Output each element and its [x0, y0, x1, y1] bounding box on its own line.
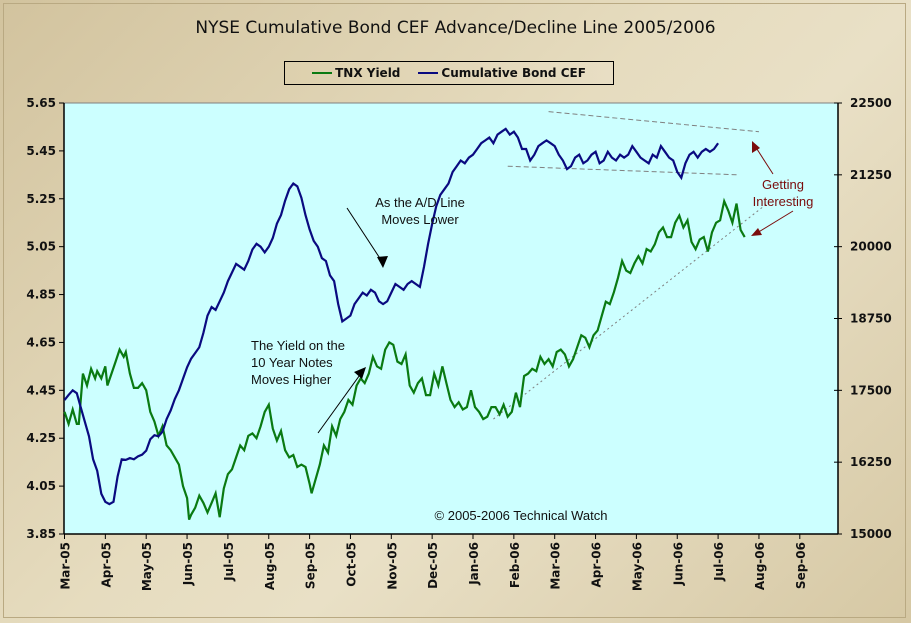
trendline-cumulative-bond-cef [548, 111, 759, 133]
right-axis-tick-label: 15000 [850, 527, 892, 541]
x-axis-tick-label: Aug-06 [753, 542, 767, 590]
annotation-yield-line-1: The Yield on the [251, 338, 345, 353]
annotation-getting-interesting-arrowhead-upper [752, 141, 760, 153]
trendlines [493, 111, 768, 420]
right-axis-tick-label: 22500 [850, 96, 892, 110]
x-axis-tick-label: Mar-06 [549, 542, 563, 590]
x-axis-tick-label: Jan-06 [467, 542, 481, 586]
annotation-getting-interesting-arrow-upper [754, 145, 774, 175]
right-axis-ticks: 22500 21250 20000 18750 17500 16250 15000 [834, 96, 892, 541]
right-axis-tick-label: 20000 [850, 240, 892, 254]
annotation-ad-line-arrowhead [377, 256, 388, 268]
x-axis-tick-label: Jul-06 [712, 542, 726, 582]
annotation-yield-line-2: 10 Year Notes [251, 355, 333, 370]
annotation-getting-interesting-line-1: Getting [762, 177, 804, 192]
annotation-getting-interesting-arrow-lower [756, 210, 794, 234]
legend-swatch-tnx-yield [312, 72, 333, 74]
x-axis-tick-label: Jun-06 [671, 542, 685, 586]
series-line-tnx-yield [63, 197, 746, 521]
left-axis-tick-label: 4.65 [26, 335, 56, 349]
trendline-cumulative-bond-cef [507, 165, 739, 176]
x-axis-tick-label: Mar-05 [59, 542, 73, 590]
right-axis-tick-label: 17500 [850, 383, 892, 397]
left-axis-tick-label: 4.05 [26, 479, 56, 493]
x-axis-tick-label: Aug-05 [263, 542, 277, 590]
x-axis-tick-label: Apr-06 [590, 542, 604, 587]
x-axis-tick-label: Nov-05 [385, 542, 399, 590]
x-axis-tick-label: Apr-05 [99, 542, 113, 587]
legend-swatch-cumulative-bond-cef [418, 72, 439, 74]
left-axis-tick-label: 5.25 [26, 192, 56, 206]
series-line-cumulative-bond-cef [63, 127, 719, 506]
annotation-ad-line-arrow [346, 207, 384, 264]
annotation-ad-line-line-2: Moves Lower [381, 212, 459, 227]
left-axis-tick-label: 4.45 [26, 383, 56, 397]
left-axis-tick-label: 5.45 [26, 144, 56, 158]
left-axis-tick-label: 4.85 [26, 288, 56, 302]
series-group [63, 127, 746, 521]
right-axis-tick-label: 21250 [850, 168, 892, 182]
right-axis-tick-label: 18750 [850, 312, 892, 326]
legend-label-cumulative-bond-cef: Cumulative Bond CEF [441, 66, 586, 80]
x-axis-tick-label: Dec-05 [426, 542, 440, 589]
left-axis-tick-label: 4.25 [26, 431, 56, 445]
annotation-yield-arrowhead [354, 367, 366, 379]
x-axis-ticks: Mar-05 Apr-05 May-05 Jun-05 Jul-05 Aug-05 Sep-… [59, 534, 808, 591]
chart-legend: TNX Yield Cumulative Bond CEF [284, 61, 614, 85]
x-axis-tick-label: Sep-05 [304, 542, 318, 589]
legend-label-tnx-yield: TNX Yield [335, 66, 401, 80]
legend-item-tnx-yield: TNX Yield [312, 66, 400, 80]
chart-frame [3, 3, 906, 618]
annotation-yield-arrow [317, 371, 363, 434]
annotation-getting-interesting-arrowhead-lower [751, 228, 762, 236]
trendline-tnx-yield [493, 203, 768, 420]
annotation-getting-interesting-line-2: Interesting [753, 194, 814, 209]
annotation-ad-line-line-1: As the A/D Line [375, 195, 465, 210]
annotation-yield-line-3: Moves Higher [251, 372, 332, 387]
x-axis-tick-label: May-06 [630, 542, 644, 591]
copyright-text: © 2005-2006 Technical Watch [435, 508, 608, 523]
right-axis-tick-label: 16250 [850, 455, 892, 469]
x-axis-tick-label: Jun-05 [181, 542, 195, 586]
left-axis-tick-label: 3.85 [26, 527, 56, 541]
x-axis-tick-label: Feb-06 [508, 542, 522, 588]
left-axis-tick-label: 5.05 [26, 240, 56, 254]
chart-title: NYSE Cumulative Bond CEF Advance/Decline… [195, 18, 716, 38]
x-axis-tick-label: Sep-06 [794, 542, 808, 589]
left-axis-tick-label: 5.65 [26, 96, 56, 110]
x-axis-tick-label: May-05 [140, 542, 154, 591]
left-axis-ticks: 5.65 5.45 5.25 5.05 4.85 4.65 4.45 4.25 4.05 3.85 [26, 96, 64, 541]
x-axis-tick-label: Jul-05 [222, 542, 236, 582]
x-axis-tick-label: Oct-05 [344, 542, 358, 587]
legend-item-cumulative-bond-cef: Cumulative Bond CEF [418, 66, 586, 80]
